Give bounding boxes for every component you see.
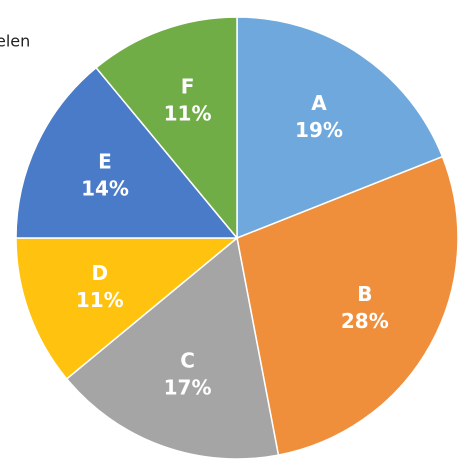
pie-slice xyxy=(15,237,240,380)
pie-slice xyxy=(15,66,239,239)
slice-category-label: A xyxy=(311,91,327,115)
slice-category-label: B xyxy=(357,282,372,306)
pie-slice xyxy=(65,236,280,460)
slice-category-label: F xyxy=(181,74,195,98)
pie-slice xyxy=(236,155,459,456)
slice-category-label: E xyxy=(98,149,112,173)
slice-category-label: D xyxy=(91,261,108,285)
slice-value-label: 19% xyxy=(295,118,343,142)
chart-title: elen xyxy=(0,32,30,51)
slice-value-label: 14% xyxy=(81,176,129,200)
slice-category-label: C xyxy=(180,349,195,373)
slice-value-label: 28% xyxy=(341,309,389,333)
slice-value-label: 11% xyxy=(76,288,124,312)
slice-value-label: 11% xyxy=(164,101,212,125)
pie-slice xyxy=(236,16,444,240)
slice-value-label: 17% xyxy=(164,376,212,400)
pie-slice xyxy=(95,16,238,241)
